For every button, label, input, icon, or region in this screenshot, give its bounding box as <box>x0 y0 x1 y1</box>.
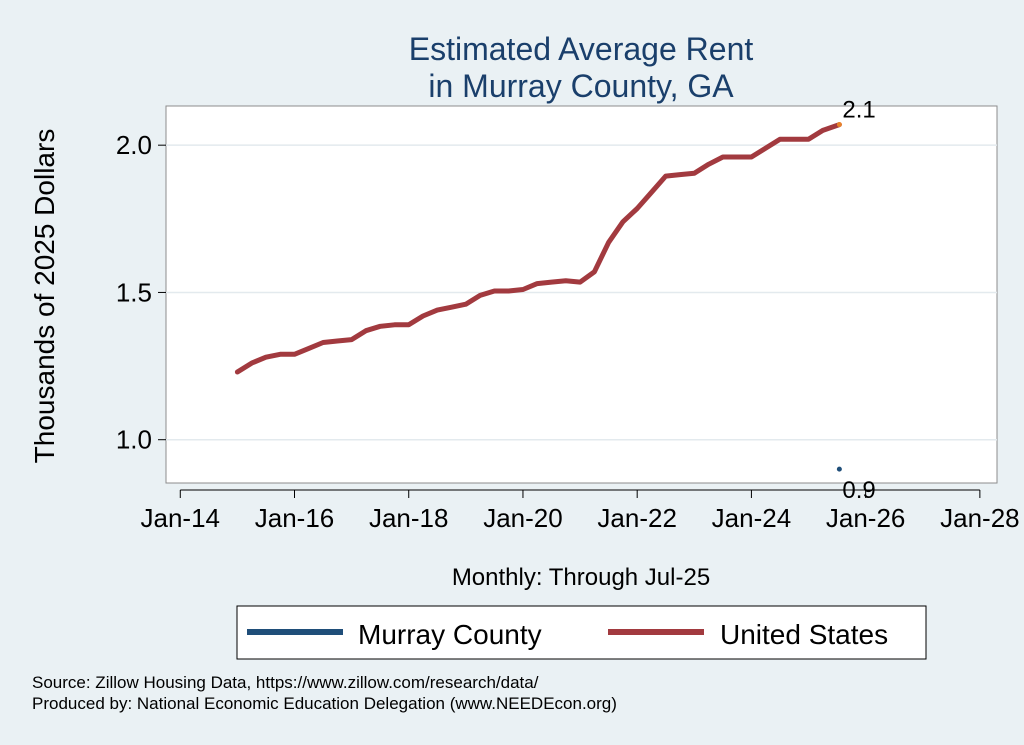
chart-title: Estimated Average Rent <box>409 31 754 67</box>
series-line-united-states <box>234 122 842 375</box>
chart-subtitle: in Murray County, GA <box>428 68 734 104</box>
source-note: Source: Zillow Housing Data, https://www… <box>32 673 539 692</box>
y-tick-label: 2.0 <box>116 130 152 160</box>
end-marker-united-states <box>836 122 842 128</box>
x-tick-label: Jan-16 <box>255 503 335 533</box>
produced-by-note: Produced by: National Economic Education… <box>32 694 617 713</box>
x-tick-label: Jan-20 <box>483 503 563 533</box>
end-label-murray-county: 0.9 <box>842 477 875 504</box>
end-marker-murray-county <box>836 466 842 472</box>
x-tick-label: Jan-18 <box>369 503 449 533</box>
x-tick-label: Jan-24 <box>712 503 792 533</box>
x-tick-label: Jan-26 <box>826 503 906 533</box>
end-label-united-states: 2.1 <box>842 97 875 124</box>
y-tick-label: 1.0 <box>116 425 152 455</box>
legend: Murray County United States <box>236 605 927 660</box>
plot-area <box>165 105 998 484</box>
legend-label-murray-county: Murray County <box>358 619 542 650</box>
x-axis: Jan-14 Jan-16 Jan-18 Jan-20 Jan-22 Jan-24 Jan-… <box>141 489 1020 533</box>
grid-lines <box>166 144 997 441</box>
x-tick-label: Jan-22 <box>597 503 677 533</box>
x-tick-label: Jan-14 <box>141 503 221 533</box>
y-axis: 1.0 1.5 2.0 <box>116 130 166 455</box>
y-axis-label: Thousands of 2025 Dollars <box>29 129 60 464</box>
x-axis-label: Monthly: Through Jul-25 <box>452 564 710 591</box>
legend-label-united-states: United States <box>720 619 888 650</box>
x-tick-label: Jan-28 <box>940 503 1020 533</box>
footer: Source: Zillow Housing Data, https://www… <box>32 672 617 714</box>
legend-box <box>236 605 927 660</box>
series-layer: 0.9 2.1 <box>234 97 876 504</box>
y-tick-label: 1.5 <box>116 277 152 307</box>
